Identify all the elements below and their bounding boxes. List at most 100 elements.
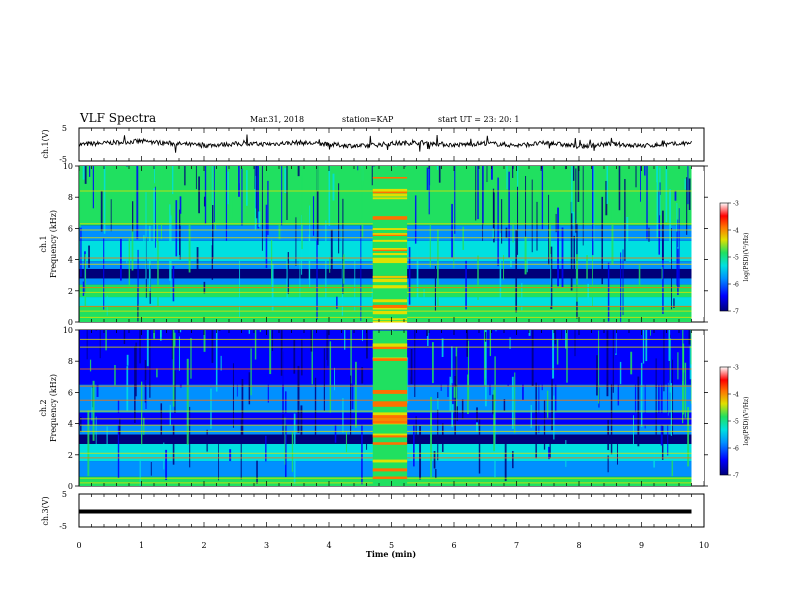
spectrogram-streak — [648, 227, 650, 242]
spectrogram-streak — [476, 407, 478, 422]
spectrogram-event-band — [372, 389, 408, 393]
spectrogram-streak — [308, 234, 310, 280]
spectrogram-streak — [160, 403, 163, 441]
spectrogram-streak — [682, 330, 684, 382]
spectrogram-streak — [232, 363, 234, 428]
spectrogram-streak — [169, 204, 171, 281]
date-label: Mar.31, 2018 — [250, 115, 304, 124]
spectrogram-streak — [684, 178, 686, 190]
spectrogram-streak — [687, 166, 689, 205]
spectrogram-streak — [361, 166, 364, 186]
spectrogram-streak — [284, 391, 287, 478]
spectrogram-streak — [165, 449, 168, 481]
spectrogram-streak — [310, 330, 313, 352]
spectrogram-streak — [554, 373, 557, 412]
spectrogram-streak — [250, 348, 252, 396]
spectrogram-streak — [644, 166, 646, 176]
spectrogram-streak — [572, 211, 575, 226]
spectrogram-streak — [658, 376, 660, 416]
spectrogram-streak — [254, 330, 257, 360]
spectrogram-streak — [650, 330, 651, 336]
spectrogram-streak — [141, 381, 143, 445]
spectrogram-streak — [492, 228, 495, 239]
colorbar-ch1-label: log(PSD)(V²/Hz) — [743, 233, 750, 282]
spectrogram-streak — [454, 166, 456, 234]
spectrogram-streak — [548, 192, 551, 258]
spectrogram-streak — [639, 166, 641, 202]
spectrogram-streak — [451, 203, 453, 258]
spectrogram-streak — [87, 410, 90, 477]
spectrogram-streak — [461, 399, 464, 419]
ch2-spec-ylabel-b: Frequency (kHz) — [49, 374, 58, 442]
spectrogram-streak — [143, 417, 145, 435]
spectrogram-no-data — [691, 166, 704, 322]
spectrogram-streak — [145, 380, 147, 409]
spectrogram-event-band — [372, 412, 408, 416]
spectrogram-streak — [146, 330, 149, 367]
spectrogram-streak — [293, 339, 296, 374]
spectrogram-streak — [490, 166, 493, 180]
spectrogram-streak — [624, 178, 626, 261]
spectrogram-streak — [682, 380, 684, 424]
colorbar-tick-label: -7 — [733, 473, 739, 480]
spectrogram-streak — [656, 166, 659, 238]
spectrogram-streak — [668, 330, 671, 361]
spectrogram-streak — [414, 330, 416, 398]
spectrogram-streak — [329, 341, 332, 413]
spectrogram-event-band — [372, 188, 408, 192]
spectrogram-streak — [423, 289, 425, 298]
x-tick-label: 6 — [451, 541, 456, 550]
spectrogram-streak — [259, 330, 261, 333]
spectrogram-streak — [638, 265, 641, 288]
spectrogram-streak — [605, 180, 608, 216]
spectrogram-streak — [659, 167, 661, 216]
spectrogram-streak — [601, 196, 604, 285]
spectrogram-streak — [408, 247, 411, 305]
spectrogram-streak — [363, 337, 366, 385]
y-tick-label: 6 — [68, 224, 73, 233]
spectrogram-streak — [157, 240, 159, 309]
spectrogram-streak — [357, 166, 359, 171]
spectrogram-streak — [278, 166, 281, 240]
spectrogram-streak — [688, 330, 691, 345]
spectrogram-streak — [550, 246, 553, 310]
spectrogram-streak — [280, 330, 283, 376]
ch2-spec-ylabel-a: ch.2 — [39, 399, 48, 416]
spectrogram-streak — [660, 380, 663, 446]
spectrogram-streak — [426, 330, 428, 336]
spectrogram-streak — [561, 227, 564, 288]
spectrogram-streak — [573, 235, 575, 270]
spectrogram-event-band — [372, 420, 408, 423]
spectrogram-event-band — [372, 346, 408, 350]
spectrogram-streak — [228, 330, 231, 336]
spectrogram-streak — [492, 394, 494, 415]
spectrogram-streak — [636, 166, 638, 168]
spectrogram-streak — [429, 185, 431, 268]
spectrogram-streak — [271, 330, 274, 352]
spectrogram-streak — [80, 227, 82, 277]
spectrogram-streak — [493, 390, 496, 452]
spectrogram-streak — [535, 382, 537, 459]
spectrogram-streak — [504, 443, 507, 482]
spectrogram-streak — [174, 370, 176, 413]
spectrogram-streak — [103, 166, 106, 234]
x-tick-label: 5 — [389, 541, 394, 550]
spectrogram-streak — [554, 330, 557, 345]
spectrogram-streak — [198, 176, 200, 214]
spectrogram-streak — [644, 362, 646, 429]
spectrogram-streak — [160, 166, 163, 240]
spectrogram-streak — [583, 166, 586, 178]
spectrogram-streak — [180, 330, 183, 363]
spectrogram-streak — [437, 229, 439, 315]
spectrogram-streak — [86, 166, 89, 226]
spectrogram-streak — [606, 330, 609, 397]
spectrogram-streak — [284, 417, 286, 465]
y-tick-label: 0 — [68, 482, 73, 491]
spectrogram-streak — [325, 220, 327, 305]
spectrogram-streak — [106, 426, 108, 453]
spectrogram-streak — [169, 404, 171, 426]
spectrogram-event-band — [372, 276, 408, 278]
spectrogram-streak — [210, 388, 212, 429]
spectrogram-streak — [414, 195, 417, 244]
ch1-ytick-bottom: -5 — [59, 155, 67, 164]
